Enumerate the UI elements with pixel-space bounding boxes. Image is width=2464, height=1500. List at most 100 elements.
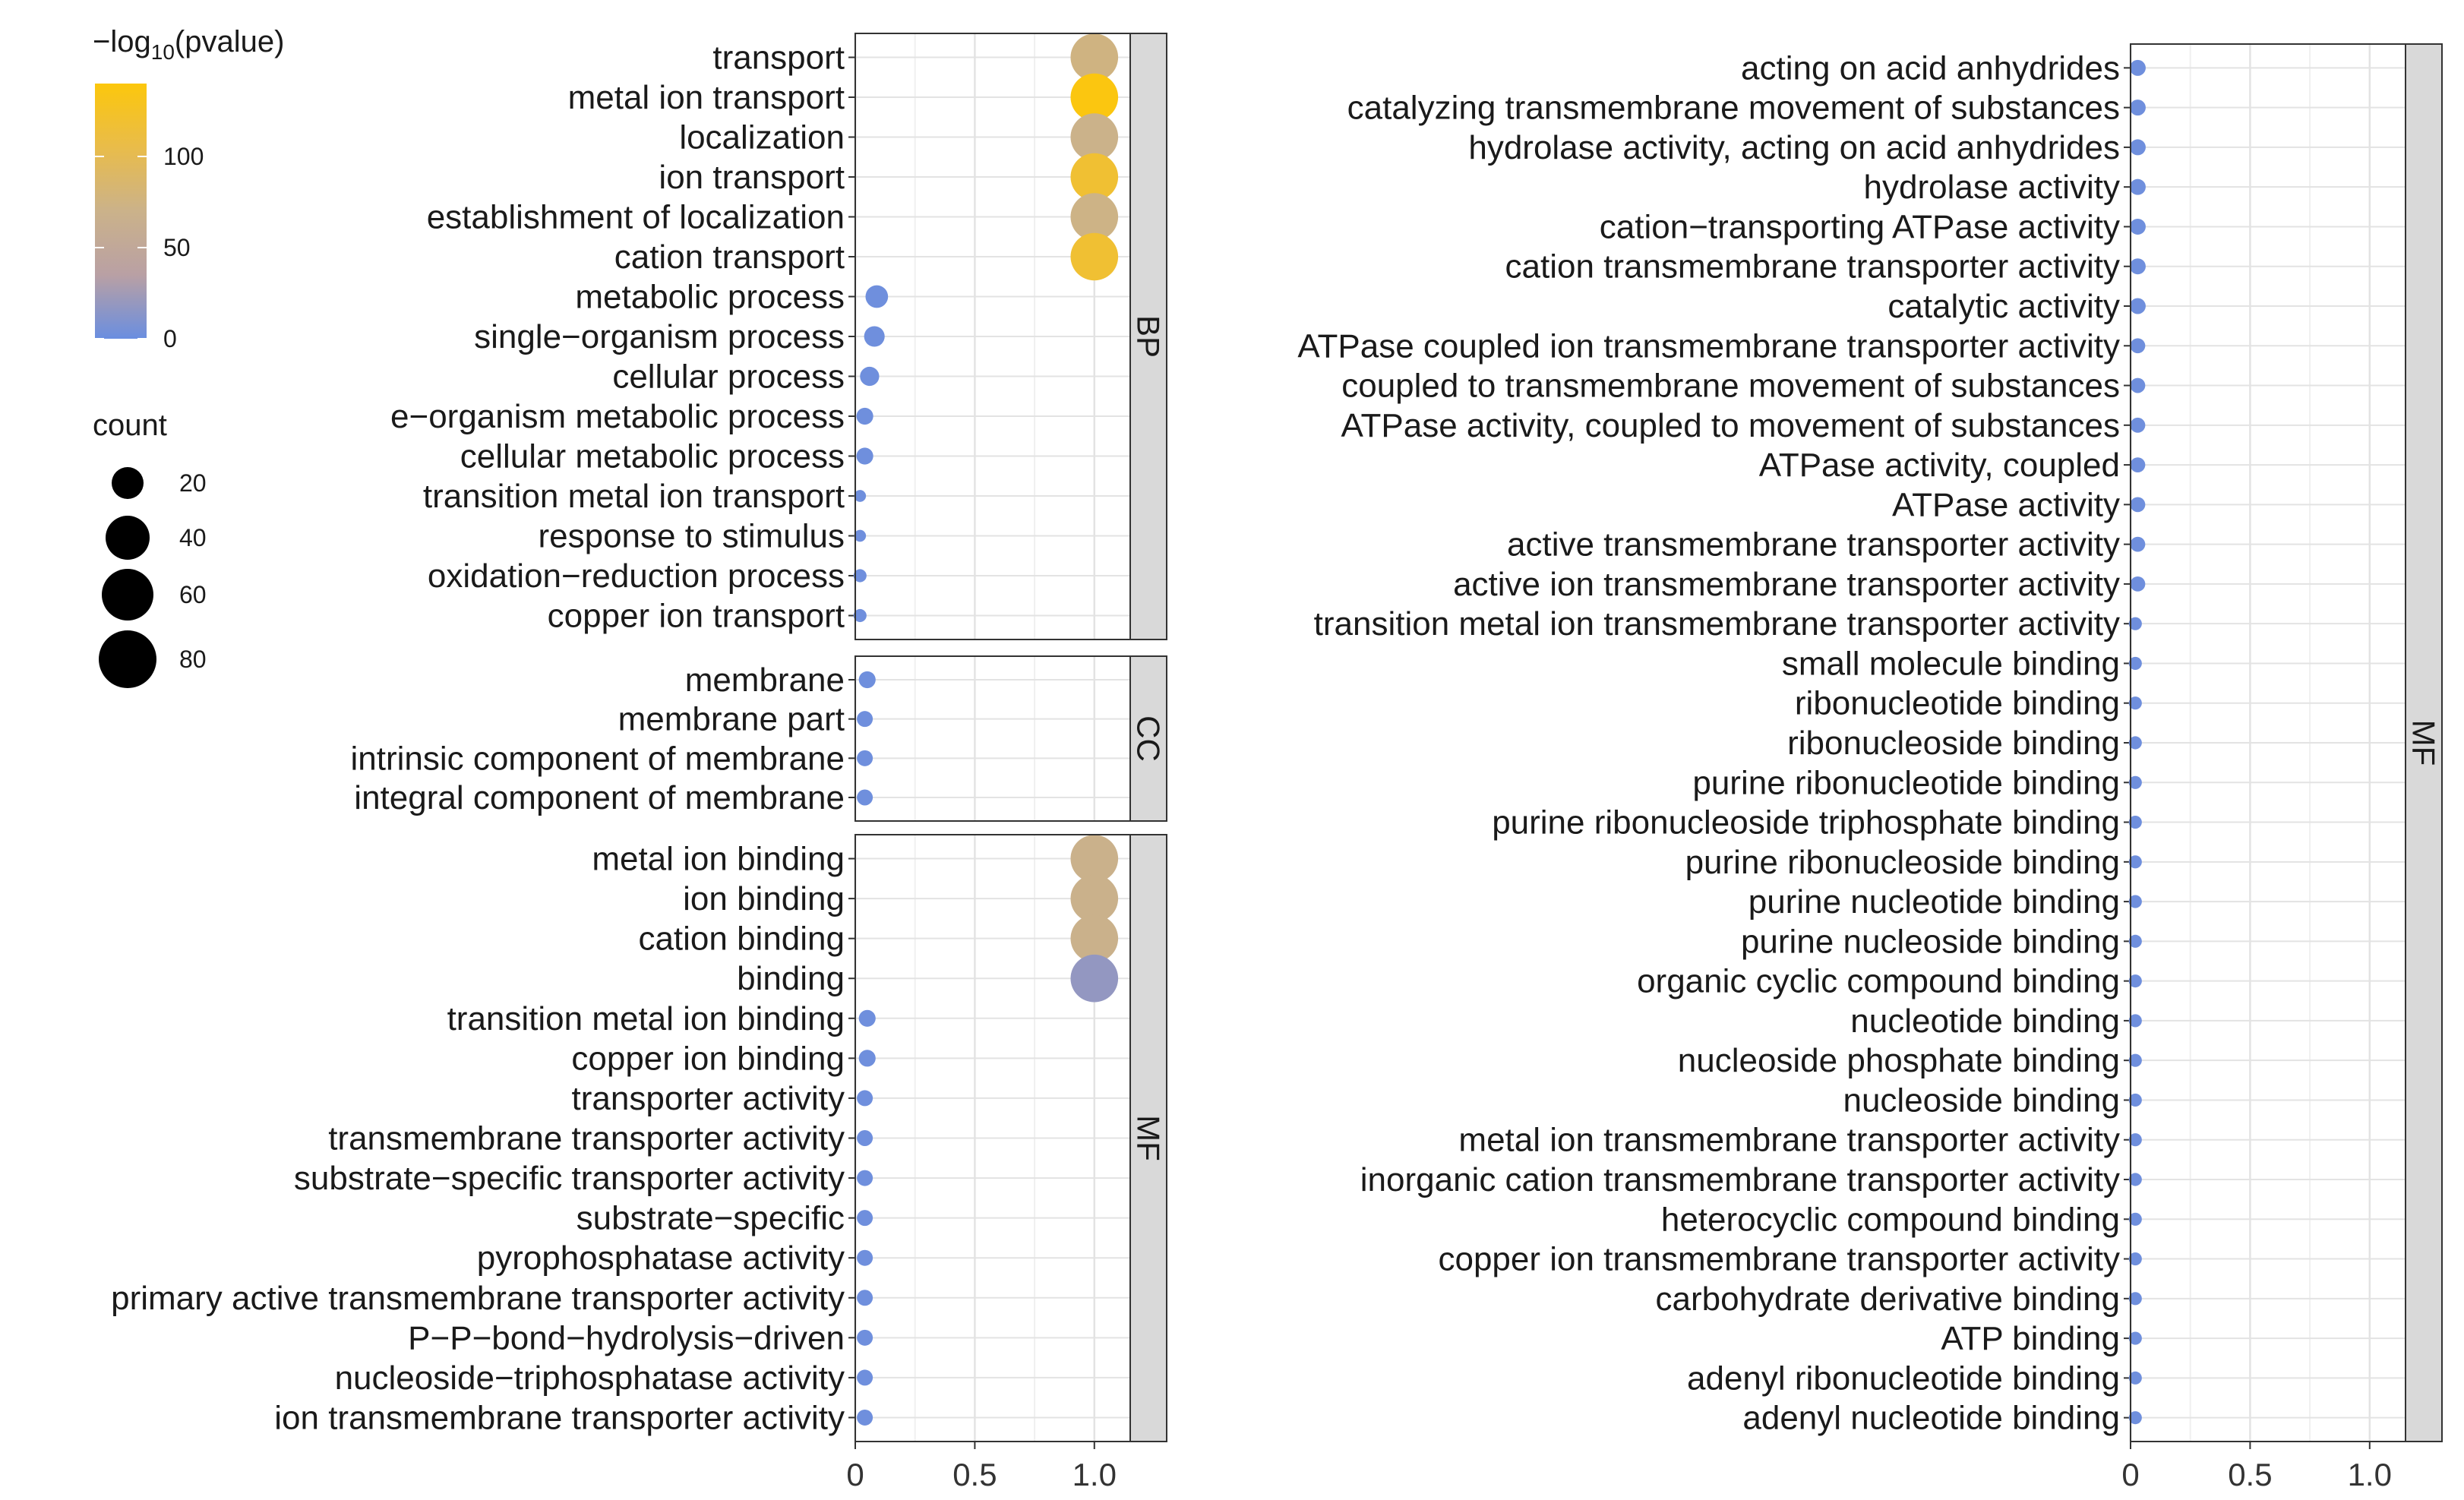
term-dot xyxy=(858,671,876,689)
facet-strip-label: CC xyxy=(1131,715,1167,762)
term-dot xyxy=(2128,1252,2142,1266)
term-dot xyxy=(2128,1292,2142,1306)
term-dot xyxy=(2128,1371,2142,1385)
term-label: carbohydrate derivative binding xyxy=(1656,1281,2121,1318)
term-label: P−P−bond−hydrolysis−driven xyxy=(408,1319,845,1356)
term-dot xyxy=(2129,99,2146,116)
term-label: ATP binding xyxy=(1941,1320,2120,1357)
term-label: ion binding xyxy=(683,880,845,917)
facet-strip xyxy=(1129,655,1167,822)
term-dot xyxy=(857,1170,873,1186)
term-label: transition metal ion transport xyxy=(423,478,845,515)
facet-strip xyxy=(1129,834,1167,1442)
term-label: cellular process xyxy=(612,358,845,396)
term-dot xyxy=(2130,536,2146,552)
facet-strip xyxy=(1129,33,1167,640)
term-label: metal ion binding xyxy=(592,841,845,878)
term-dot xyxy=(1070,113,1119,161)
term-dot xyxy=(857,1290,873,1306)
facet-strip-label: MF xyxy=(2406,720,2442,766)
term-dot xyxy=(857,1329,873,1346)
term-label: copper ion transport xyxy=(548,598,845,635)
term-dot xyxy=(856,447,873,465)
term-dot xyxy=(865,285,889,308)
term-dot xyxy=(857,1369,873,1386)
term-dot xyxy=(2128,974,2142,988)
term-dot xyxy=(2129,218,2146,235)
term-dot xyxy=(858,1050,876,1067)
size-legend-label: 20 xyxy=(179,469,207,497)
term-dot xyxy=(2128,1093,2142,1107)
term-label: single−organism process xyxy=(474,318,845,355)
colorbar-tick-label: 0 xyxy=(163,325,177,352)
term-dot xyxy=(857,1249,873,1266)
facet-strip-label: MF xyxy=(1131,1115,1167,1161)
term-label: purine ribonucleotide binding xyxy=(1692,764,2120,801)
facet-background xyxy=(855,656,1130,821)
term-label: hydrolase activity xyxy=(1864,169,2120,206)
term-label: ATPase activity, coupled xyxy=(1759,447,2120,484)
term-label: localization xyxy=(679,119,845,156)
term-dot xyxy=(1070,153,1119,201)
term-dot xyxy=(857,1409,873,1426)
term-dot xyxy=(2128,1053,2142,1067)
term-dot xyxy=(2128,934,2142,948)
term-label: organic cyclic compound binding xyxy=(1637,963,2120,1000)
term-label: nucleoside phosphate binding xyxy=(1678,1042,2120,1079)
term-label: establishment of localization xyxy=(427,199,845,236)
term-label: purine ribonucleoside binding xyxy=(1685,844,2120,881)
size-legend-title: count xyxy=(93,409,167,442)
term-dot xyxy=(2128,1212,2142,1226)
term-label: transmembrane transporter activity xyxy=(328,1120,845,1157)
term-label: ribonucleoside binding xyxy=(1787,725,2120,762)
term-label: purine nucleoside binding xyxy=(1741,923,2120,960)
term-label: transport xyxy=(712,39,845,77)
term-label: active ion transmembrane transporter act… xyxy=(1453,566,2120,603)
term-label: metal ion transport xyxy=(568,79,845,116)
term-label: substrate−specific xyxy=(577,1200,845,1237)
term-label: ribonucleotide binding xyxy=(1795,685,2120,722)
size-legend-dot xyxy=(106,516,150,560)
term-label: small molecule binding xyxy=(1782,645,2120,682)
term-dot xyxy=(2129,298,2146,314)
size-legend-label: 40 xyxy=(179,524,207,551)
term-label: metal ion transmembrane transporter acti… xyxy=(1458,1122,2120,1159)
term-label: oxidation−reduction process xyxy=(428,557,845,595)
term-label: cation transport xyxy=(614,238,845,276)
size-legend-label: 80 xyxy=(179,646,207,673)
term-label: inorganic cation transmembrane transport… xyxy=(1360,1161,2120,1198)
term-dot xyxy=(2130,338,2146,354)
color-legend: −log10(pvalue) 100 50 0 xyxy=(93,25,284,352)
term-dot xyxy=(2128,1331,2142,1345)
term-dot xyxy=(2130,417,2146,433)
facet-strip xyxy=(2405,43,2443,1442)
term-label: copper ion binding xyxy=(571,1040,845,1077)
facet-strip-label: BP xyxy=(1131,315,1167,358)
term-dot xyxy=(864,326,885,347)
term-label: purine ribonucleoside triphosphate bindi… xyxy=(1492,804,2120,842)
term-dot xyxy=(1070,193,1119,241)
term-label: cation binding xyxy=(638,921,845,958)
x-tick-label: 1.0 xyxy=(2348,1457,2392,1492)
term-label: ATPase activity, coupled to movement of … xyxy=(1341,407,2120,444)
term-label: catalytic activity xyxy=(1887,288,2120,325)
term-label: transporter activity xyxy=(572,1080,845,1117)
term-dot xyxy=(1070,33,1119,81)
term-label: adenyl nucleotide binding xyxy=(1742,1400,2120,1437)
term-label: cation−transporting ATPase activity xyxy=(1600,208,2120,245)
size-legend-dot xyxy=(102,569,153,621)
term-label: cellular metabolic process xyxy=(460,438,845,475)
term-label: nucleotide binding xyxy=(1850,1003,2120,1040)
term-dot xyxy=(2128,736,2142,750)
term-dot xyxy=(1070,73,1119,122)
term-dot xyxy=(2129,178,2146,195)
term-dot xyxy=(2130,576,2146,592)
size-legend-dot xyxy=(112,467,144,499)
term-dot xyxy=(853,608,867,623)
term-dot xyxy=(2128,855,2142,869)
term-dot xyxy=(853,569,867,583)
term-label: primary active transmembrane transporter… xyxy=(111,1280,845,1317)
term-dot xyxy=(2128,1014,2142,1028)
